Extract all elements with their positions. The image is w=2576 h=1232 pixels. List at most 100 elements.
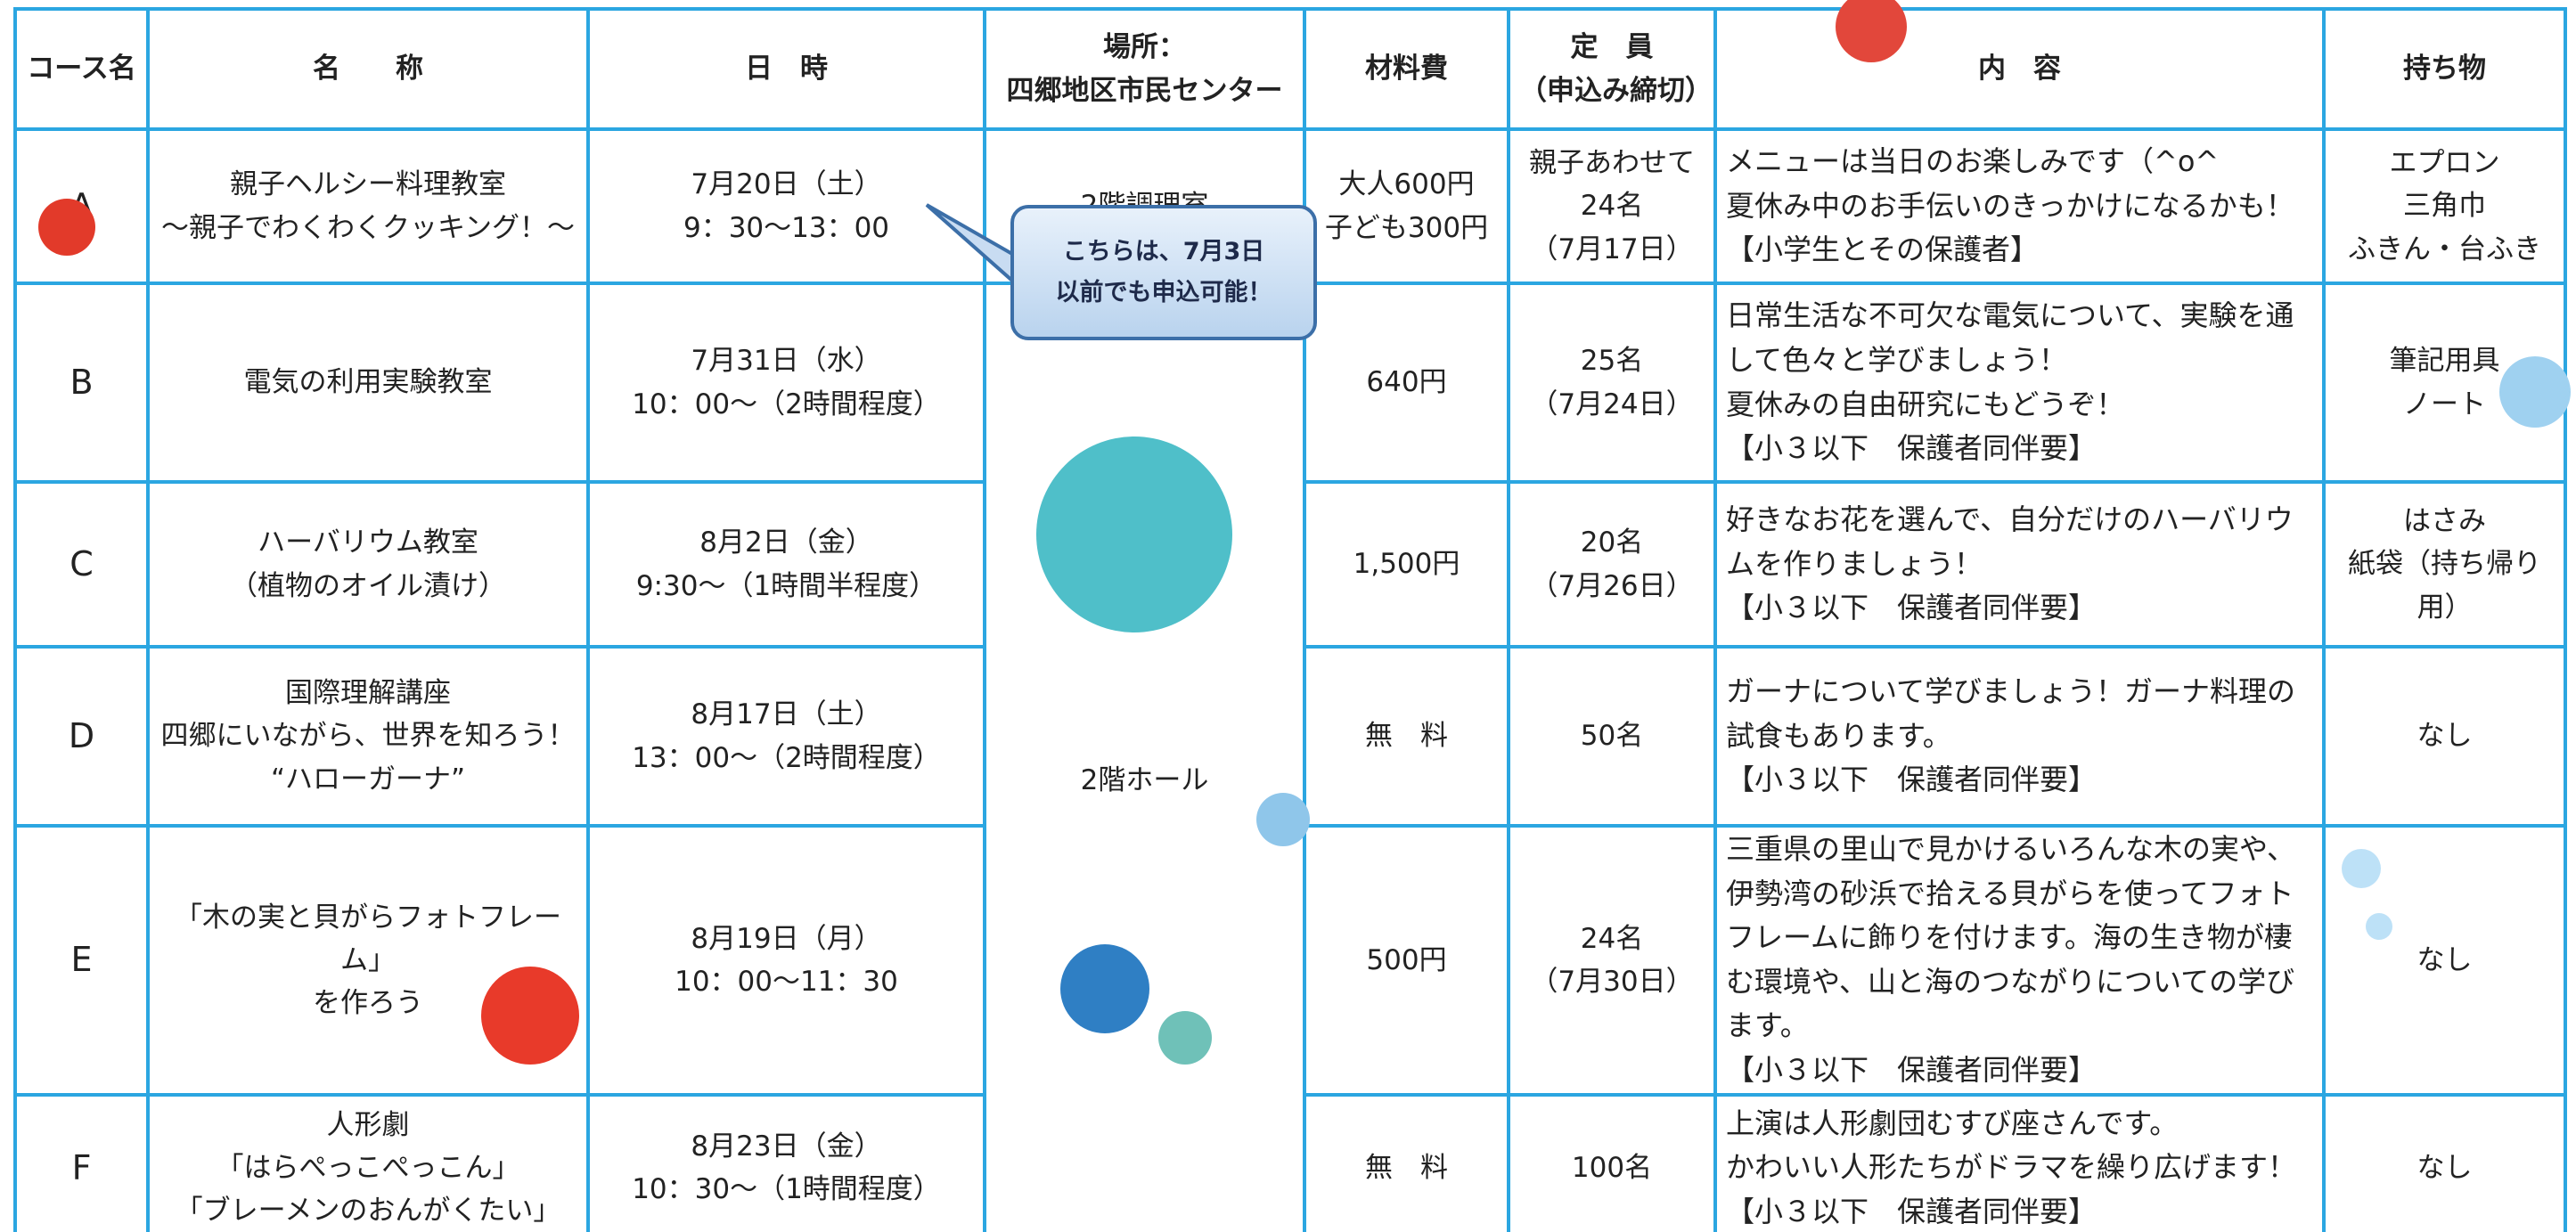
header-cell: 定 員 （申込み締切） bbox=[1507, 7, 1717, 131]
text-line: （7月26日） bbox=[1530, 569, 1694, 602]
location: 2階ホール bbox=[983, 281, 1306, 1232]
date-time: 7月31日（水） 10：00～（2時間程度） bbox=[586, 281, 986, 484]
text-line: 定 員 bbox=[1570, 31, 1654, 64]
text-line: 好きなお花を選んで、自分だけのハーバリウムを作りましょう！ bbox=[1726, 502, 2294, 581]
text-line: ハーバリウム教室 bbox=[258, 526, 478, 559]
items: なし bbox=[2322, 1092, 2567, 1232]
content: 日常生活な不可欠な電気について、実験を通して色々と学びましょう！ 夏休みの自由研究… bbox=[1713, 281, 2326, 484]
text-line: 10：00～（2時間程度） bbox=[632, 388, 941, 420]
text-line: 「木の実と貝がらフォトフレーム」 bbox=[175, 901, 561, 976]
text-line: 10：30～（1時間程度） bbox=[632, 1173, 941, 1206]
course-code: F bbox=[13, 1092, 150, 1232]
text-line: 無 料 bbox=[1365, 720, 1448, 753]
text-line: 9：30～13：00 bbox=[683, 211, 890, 244]
fee: 無 料 bbox=[1303, 1092, 1510, 1232]
text-line: エプロン bbox=[2389, 147, 2500, 180]
capacity: 50名 bbox=[1507, 645, 1717, 828]
text-line: メニューは当日のお楽しみです（^o^ bbox=[1726, 144, 2220, 179]
text-line: 【小３以下 保護者同伴要】 bbox=[1726, 591, 2098, 625]
header-cell: 内 容 bbox=[1713, 7, 2326, 131]
header-cell: 名 称 bbox=[146, 7, 590, 131]
text-line: ノート bbox=[2403, 388, 2486, 420]
text-line: 8月19日（月） bbox=[691, 922, 882, 955]
content: メニューは当日のお楽しみです（^o^ 夏休み中のお手伝いのきっかけになるかも！ 【小… bbox=[1713, 127, 2326, 285]
text-line: を作ろう bbox=[313, 986, 423, 1019]
text-line: 7月20日（土） bbox=[691, 168, 882, 201]
text-line: なし bbox=[2417, 720, 2473, 753]
text-line: 「はらぺっこぺっこん」 bbox=[216, 1152, 520, 1185]
fee: 大人600円 子ども300円 bbox=[1303, 127, 1510, 285]
items: なし bbox=[2322, 645, 2567, 828]
items: はさみ 紙袋（持ち帰り用） bbox=[2322, 480, 2567, 649]
text-line: ふきん・台ふき bbox=[2348, 233, 2541, 265]
date-time: 8月17日（土） 13：00～（2時間程度） bbox=[586, 645, 986, 828]
capacity: 20名 （7月26日） bbox=[1507, 480, 1717, 649]
course-name: 国際理解講座 四郷にいながら、世界を知ろう！ “ハローガーナ” bbox=[146, 645, 590, 828]
text-line: 四郷地区市民センター bbox=[1006, 74, 1283, 107]
course-row: D 国際理解講座 四郷にいながら、世界を知ろう！ “ハローガーナ” 8月17日（土） 13… bbox=[13, 645, 2567, 828]
text-line: 名 称 bbox=[313, 53, 423, 86]
course-code: C bbox=[13, 480, 150, 649]
text-line: 9:30～（1時間半程度） bbox=[635, 569, 937, 602]
course-name: 電気の利用実験教室 bbox=[146, 281, 590, 484]
header-cell: 材料費 bbox=[1303, 7, 1510, 131]
items: 筆記用具 ノート bbox=[2322, 281, 2567, 484]
text-line: 紙袋（持ち帰り用） bbox=[2348, 548, 2541, 624]
text-line: 無 料 bbox=[1365, 1152, 1448, 1185]
text-line: 人形劇 bbox=[326, 1108, 410, 1141]
text-line: 10：00～11：30 bbox=[675, 965, 898, 998]
text-line: 持ち物 bbox=[2403, 53, 2486, 86]
text-line: 8月2日（金） bbox=[699, 526, 873, 559]
text-line: （7月30日） bbox=[1530, 965, 1694, 998]
text-line: 親子あわせて bbox=[1529, 147, 1695, 180]
text-line: かわいい人形たちがドラマを繰り広げます！ bbox=[1726, 1150, 2297, 1185]
text-line: 20名 bbox=[1580, 526, 1644, 559]
text-line: 【小３以下 保護者同伴要】 bbox=[1726, 1194, 2098, 1228]
content: 好きなお花を選んで、自分だけのハーバリウムを作りましょう！ 【小３以下 保護者同伴… bbox=[1713, 480, 2326, 649]
callout: こちらは、7月3日 以前でも申込可能！ bbox=[1010, 205, 1317, 340]
text-line: こちらは、7月3日 bbox=[1062, 238, 1265, 266]
text-line: ガーナについて学びましょう！ガーナ料理の試食もあります。 bbox=[1726, 674, 2296, 753]
date-time: 7月20日（土） 9：30～13：00 bbox=[586, 127, 986, 285]
content: 上演は人形劇団むすび座さんです。かわいい人形たちがドラマを繰り広げます！ 【小３以… bbox=[1713, 1092, 2326, 1232]
text-line: 13：00～（2時間程度） bbox=[632, 741, 941, 774]
text-line: 電気の利用実験教室 bbox=[243, 366, 493, 399]
text-line: （7月24日） bbox=[1530, 388, 1694, 420]
course-name: 人形劇「はらぺっこぺっこん」「ブレーメンのおんがくたい」 bbox=[146, 1092, 590, 1232]
items: なし bbox=[2322, 824, 2567, 1097]
text-line: ～親子でわくわくクッキング！～ bbox=[160, 211, 576, 244]
header-cell: 場所： 四郷地区市民センター bbox=[983, 7, 1306, 131]
items: エプロン 三角巾 ふきん・台ふき bbox=[2322, 127, 2567, 285]
text-line: 【小３以下 保護者同伴要】 bbox=[1726, 431, 2098, 466]
text-line: 日 時 bbox=[745, 53, 828, 86]
text-line: 「ブレーメンのおんがくたい」 bbox=[175, 1195, 561, 1228]
date-time: 8月19日（月） 10：00～11：30 bbox=[586, 824, 986, 1097]
text-line: 材料費 bbox=[1365, 53, 1448, 86]
header-row: コース名 名 称 日 時 場所： 四郷地区市民センター 材料費 定 員 （申込み締切） 内 容 持… bbox=[13, 7, 2567, 131]
text-line: 640円 bbox=[1366, 366, 1447, 399]
fee: 無 料 bbox=[1303, 645, 1510, 828]
text-line: 夏休みの自由研究にもどうぞ！ bbox=[1726, 387, 2125, 421]
text-line: （7月17日） bbox=[1530, 233, 1694, 265]
text-line: 子ども300円 bbox=[1324, 211, 1489, 244]
course-code: B bbox=[13, 281, 150, 484]
text-line: 500円 bbox=[1366, 943, 1447, 976]
content: 三重県の里山で見かけるいろんな木の実や、伊勢湾の砂浜で拾える貝がらを使ってフォト… bbox=[1713, 824, 2326, 1097]
text-line: 大人600円 bbox=[1338, 168, 1475, 201]
text-line: 24名 bbox=[1580, 190, 1644, 223]
text-line: 上演は人形劇団むすび座さんです。 bbox=[1726, 1106, 2179, 1140]
capacity: 24名 （7月30日） bbox=[1507, 824, 1717, 1097]
course-name: ハーバリウム教室 （植物のオイル漬け） bbox=[146, 480, 590, 649]
course-table: コース名 名 称 日 時 場所： 四郷地区市民センター 材料費 定 員 （申込み締切） 内 容 持… bbox=[13, 7, 2567, 1232]
fee: 500円 bbox=[1303, 824, 1510, 1097]
text-line: 8月17日（土） bbox=[691, 698, 882, 731]
date-time: 8月23日（金） 10：30～（1時間程度） bbox=[586, 1092, 986, 1232]
text-line: 【小３以下 保護者同伴要】 bbox=[1726, 1052, 2098, 1087]
text-line: 100名 bbox=[1571, 1152, 1653, 1185]
header-cell: コース名 bbox=[13, 7, 150, 131]
text-line: 親子ヘルシー料理教室 bbox=[230, 168, 506, 201]
course-code: D bbox=[13, 645, 150, 828]
text-line: 7月31日（水） bbox=[691, 345, 882, 378]
text-line: なし bbox=[2417, 1152, 2473, 1185]
